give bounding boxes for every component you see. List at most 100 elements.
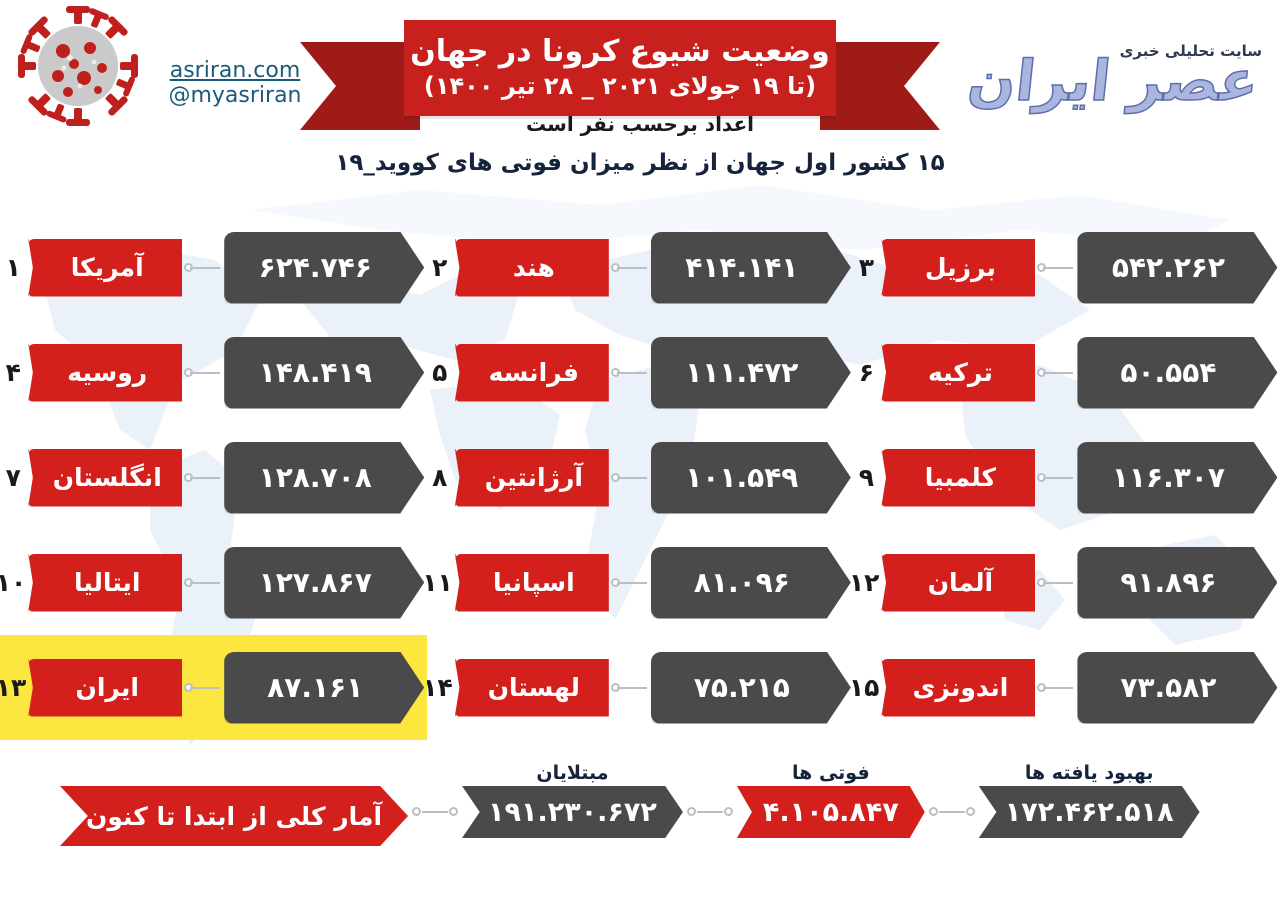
country-rank: ۱۴ <box>422 673 453 702</box>
page-title: وضعیت شیوع کرونا در جهان <box>410 34 830 70</box>
summary-item: مبتلایان ۱۹۱.۲۳۰.۶۷۲ <box>462 760 683 838</box>
connector-line <box>609 367 651 378</box>
brand-name: عصر ایران <box>964 48 1262 115</box>
connector-line <box>182 367 224 378</box>
country-name-tag[interactable]: لهستان <box>454 658 609 717</box>
country-death-value: ۱۱۱.۴۷۲ <box>650 336 851 409</box>
country-name-tag[interactable]: برزیل <box>881 238 1036 297</box>
country-cell[interactable]: ۴ روسیه ۱۴۸.۴۱۹ <box>0 320 427 425</box>
connector-stroke <box>190 266 221 269</box>
summary-connector <box>408 786 462 838</box>
country-rank: ۱ <box>5 253 21 282</box>
country-name-tag[interactable]: ایران <box>28 658 183 717</box>
summary-connector-stroke <box>696 811 723 813</box>
country-cell[interactable]: ۱ آمریکا ۶۲۴.۷۴۶ <box>0 215 427 320</box>
country-name-tag[interactable]: آرژانتین <box>454 448 609 507</box>
connector-stroke <box>190 476 221 479</box>
country-cell[interactable]: ۱۱ اسپانیا ۸۱.۰۹۶ <box>422 530 854 635</box>
country-death-value: ۷۳.۵۸۲ <box>1077 651 1278 724</box>
header: asriran.com @myasriran وضعیت شیوع کرونا … <box>0 0 1280 150</box>
country-name-tag[interactable]: انگلستان <box>28 448 183 507</box>
title-ribbon: وضعیت شیوع کرونا در جهان (تا ۱۹ جولای ۲۰… <box>300 14 940 139</box>
country-row: ۱۵ اندونزی ۷۳.۵۸۲ ۱۴ لهستان ۷۵.۲۱۵ ۱۳ ایران ۸۷.۱… <box>0 635 1280 740</box>
connector-line <box>1035 367 1077 378</box>
connector-stroke <box>616 581 647 584</box>
country-rank: ۳ <box>858 253 875 282</box>
country-death-value: ۸۱.۰۹۶ <box>650 546 851 619</box>
country-cell[interactable]: ۸ آرژانتین ۱۰۱.۵۴۹ <box>427 425 854 530</box>
country-cell[interactable]: ۱۴ لهستان ۷۵.۲۱۵ <box>422 635 854 740</box>
country-name-tag[interactable]: کلمبیا <box>881 448 1036 507</box>
country-death-value: ۹۱.۸۹۶ <box>1077 546 1278 619</box>
summary-item-label: بهبود یافته ها <box>1024 762 1154 784</box>
country-name-tag[interactable]: آمریکا <box>28 238 183 297</box>
country-death-value: ۴۱۴.۱۴۱ <box>650 231 851 304</box>
country-grid: ۳ برزیل ۵۴۲.۲۶۲ ۲ هند ۴۱۴.۱۴۱ ۱ آمریکا ۶۲۴.۷۴۶ ۶ ت… <box>0 215 1280 755</box>
connector-line <box>609 577 651 588</box>
site-handle[interactable]: @myasriran <box>168 83 302 109</box>
connector-line <box>1035 577 1077 588</box>
country-cell[interactable]: ۱۲ آلمان ۹۱.۸۹۶ <box>848 530 1280 635</box>
country-name-tag[interactable]: آلمان <box>881 553 1036 612</box>
country-rank: ۱۰ <box>0 568 27 597</box>
connector-stroke <box>616 266 647 269</box>
country-name-tag[interactable]: فرانسه <box>454 343 609 402</box>
page-date-range: (تا ۱۹ جولای ۲۰۲۱ _ ۲۸ تیر ۱۴۰۰) <box>423 71 817 100</box>
site-url[interactable]: asriran.com <box>169 58 301 83</box>
summary-connector-dot <box>412 807 422 816</box>
country-name-tag[interactable]: ایتالیا <box>28 553 183 612</box>
connector-stroke <box>616 371 647 374</box>
country-row: ۳ برزیل ۵۴۲.۲۶۲ ۲ هند ۴۱۴.۱۴۱ ۱ آمریکا ۶۲۴.۷۴۶ <box>0 215 1280 320</box>
country-rank: ۸ <box>432 463 448 492</box>
country-rank: ۱۱ <box>422 568 453 597</box>
country-death-value: ۵۴۲.۲۶۲ <box>1077 231 1278 304</box>
country-death-value: ۱۱۶.۳۰۷ <box>1077 441 1278 514</box>
summary-item: بهبود یافته ها ۱۷۲.۴۶۲.۵۱۸ <box>978 760 1200 838</box>
coronavirus-icon <box>18 6 138 126</box>
summary-item-value: ۴.۱۰۵.۸۴۷ <box>736 786 925 838</box>
country-cell-highlighted[interactable]: ۱۳ ایران ۸۷.۱۶۱ <box>0 635 427 740</box>
country-name-tag[interactable]: اسپانیا <box>454 553 609 612</box>
country-row: ۹ کلمبیا ۱۱۶.۳۰۷ ۸ آرژانتین ۱۰۱.۵۴۹ ۷ انگلستان ۱… <box>0 425 1280 530</box>
country-rank: ۲ <box>432 253 448 282</box>
country-cell[interactable]: ۷ انگلستان ۱۲۸.۷۰۸ <box>0 425 427 530</box>
country-cell[interactable]: ۳ برزیل ۵۴۲.۲۶۲ <box>853 215 1280 320</box>
connector-stroke <box>1043 476 1074 479</box>
connector-line <box>609 472 651 483</box>
country-death-value: ۶۲۴.۷۴۶ <box>224 231 425 304</box>
connector-stroke <box>1043 686 1074 689</box>
country-cell[interactable]: ۲ هند ۴۱۴.۱۴۱ <box>427 215 854 320</box>
summary-item-label: مبتلایان <box>536 762 609 784</box>
summary-connector-dot <box>965 807 975 816</box>
country-cell[interactable]: ۱۰ ایتالیا ۱۲۷.۸۶۷ <box>0 530 427 635</box>
country-cell[interactable]: ۱۵ اندونزی ۷۳.۵۸۲ <box>849 635 1280 740</box>
summary-connector-dot <box>449 807 459 816</box>
section-subtitle: ۱۵ کشور اول جهان از نظر میزان فوتی های ک… <box>335 150 945 176</box>
country-cell[interactable]: ۶ ترکیه ۵۰.۵۵۴ <box>853 320 1280 425</box>
country-rank: ۶ <box>858 358 875 387</box>
country-row: ۱۲ آلمان ۹۱.۸۹۶ ۱۱ اسپانیا ۸۱.۰۹۶ ۱۰ ایتالیا ۱۲۷… <box>0 530 1280 635</box>
country-name-tag[interactable]: ترکیه <box>881 343 1036 402</box>
units-note: اعداد برحسب نفر است <box>525 112 754 136</box>
connector-line <box>182 472 224 483</box>
country-cell[interactable]: ۹ کلمبیا ۱۱۶.۳۰۷ <box>853 425 1280 530</box>
country-name-tag[interactable]: روسیه <box>28 343 183 402</box>
country-name-tag[interactable]: اندونزی <box>881 658 1036 717</box>
country-rank: ۱۳ <box>0 673 27 702</box>
summary-item-label: فوتی ها <box>792 762 870 784</box>
country-cell[interactable]: ۵ فرانسه ۱۱۱.۴۷۲ <box>427 320 854 425</box>
summary-connector <box>683 786 737 838</box>
summary-connector <box>925 786 979 838</box>
country-death-value: ۸۷.۱۶۱ <box>224 651 425 724</box>
connector-line <box>182 577 224 588</box>
country-rank: ۱۲ <box>848 568 880 597</box>
summary-item: فوتی ها ۴.۱۰۵.۸۴۷ <box>736 760 925 838</box>
country-name-tag[interactable]: هند <box>454 238 609 297</box>
connector-line <box>1035 262 1077 273</box>
connector-line <box>1035 682 1077 693</box>
summary-connector-dot <box>723 807 733 816</box>
connector-line <box>1035 472 1077 483</box>
summary-connector-stroke <box>938 811 965 813</box>
summary-title-item: آمار کلی از ابتدا تا کنون <box>60 760 409 846</box>
site-link[interactable]: asriran.com @myasriran <box>165 58 305 109</box>
